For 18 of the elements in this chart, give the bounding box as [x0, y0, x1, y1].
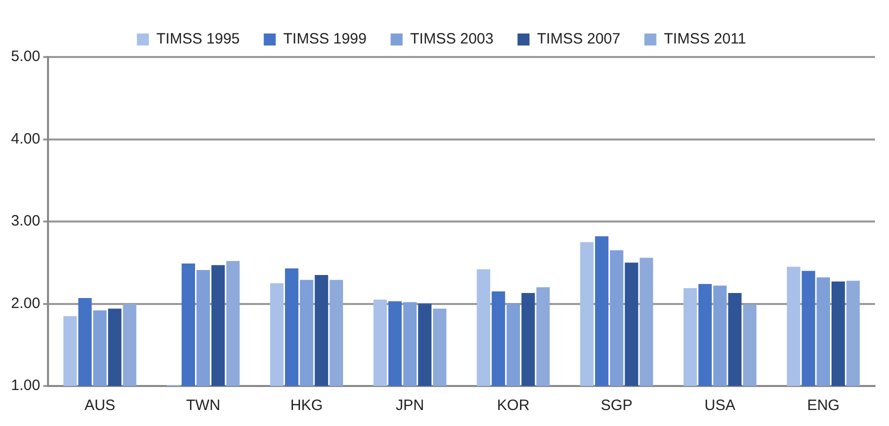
legend-label: TIMSS 2003 [410, 30, 494, 48]
y-tick-label: 2.00 [10, 294, 40, 312]
y-tick-label: 4.00 [10, 130, 40, 148]
x-tick-label: USA [704, 397, 736, 414]
y-tick-label: 3.00 [10, 212, 40, 230]
y-tick-label: 5.00 [10, 48, 40, 66]
legend-label: TIMSS 2011 [664, 30, 746, 48]
legend-label: TIMSS 1999 [283, 30, 367, 48]
x-tick-label: KOR [497, 397, 530, 414]
legend-label: TIMSS 2007 [536, 30, 620, 48]
x-tick-label: TWN [186, 397, 220, 414]
legend-label: TIMSS 1995 [156, 30, 240, 48]
x-tick-label: HKG [290, 397, 323, 414]
x-tick-label: SGP [600, 397, 632, 414]
x-tick-label: AUS [84, 397, 116, 414]
x-tick-label: ENG [807, 397, 840, 414]
y-tick-label: 1.00 [10, 377, 40, 394]
x-tick-label: JPN [396, 397, 424, 414]
